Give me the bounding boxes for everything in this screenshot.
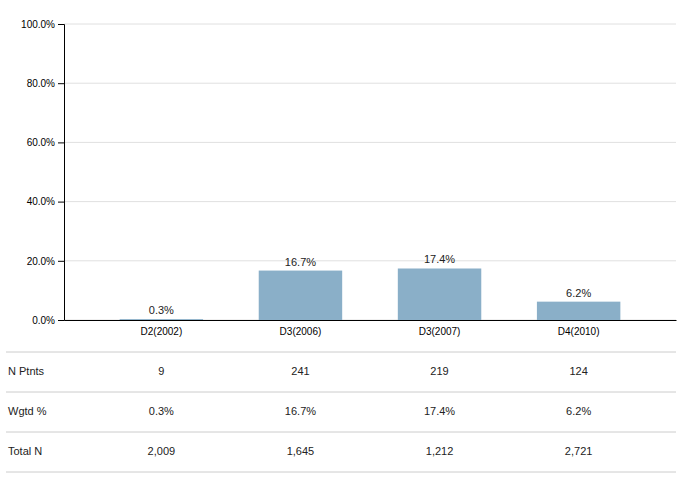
grid-line (64, 83, 676, 84)
bar (120, 319, 203, 320)
table-divider (6, 352, 676, 353)
x-tick: D3(2007) (419, 326, 461, 337)
table-cell: 124 (569, 365, 587, 377)
y-tick-label: 0.0% (32, 315, 55, 326)
table-cell: 1,212 (426, 445, 454, 457)
y-tick: 80.0% (27, 78, 64, 89)
grid-line (64, 201, 676, 202)
grid (64, 24, 676, 320)
y-tick-label: 60.0% (27, 137, 55, 148)
x-tick-label: D4(2010) (558, 326, 600, 337)
y-axis: 0.0% 20.0% 40.0% 60.0% 80.0% 100.0% (21, 19, 64, 326)
grid-line (64, 142, 676, 143)
y-tick-mark (58, 142, 64, 143)
table-row-label: N Ptnts (8, 365, 45, 377)
bar (398, 268, 481, 320)
y-tick: 20.0% (27, 256, 64, 267)
y-tick-label: 100.0% (21, 19, 55, 30)
table-divider (6, 392, 676, 393)
table-divider (6, 472, 676, 473)
table-cell: 219 (430, 365, 448, 377)
y-tick: 100.0% (21, 19, 64, 30)
data-label: 16.7% (285, 256, 316, 268)
y-tick: 40.0% (27, 196, 64, 207)
y-tick-label: 40.0% (27, 196, 55, 207)
y-tick-mark (58, 320, 64, 321)
y-tick: 60.0% (27, 137, 64, 148)
data-labels: 0.3% 16.7% 17.4% 6.2% (149, 253, 592, 316)
x-tick: D4(2010) (558, 326, 600, 337)
table-cell: 241 (291, 365, 309, 377)
table-cell: 9 (158, 365, 164, 377)
chart: 0.0% 20.0% 40.0% 60.0% 80.0% 100.0% D2(2002) D3… (0, 0, 700, 500)
table-cell: 2,721 (565, 445, 593, 457)
table-cell: 0.3% (149, 405, 174, 417)
data-label: 17.4% (424, 253, 455, 265)
data-label: 0.3% (149, 304, 174, 316)
y-tick-mark (58, 24, 64, 25)
plot: 0.0% 20.0% 40.0% 60.0% 80.0% 100.0% D2(2002) D3… (21, 19, 676, 337)
x-tick: D2(2002) (141, 326, 183, 337)
x-tick-label: D3(2007) (419, 326, 461, 337)
grid-line (64, 260, 676, 261)
grid-line (64, 24, 676, 25)
table-divider (6, 432, 676, 433)
y-tick-mark (58, 261, 64, 262)
table-cell: 16.7% (285, 405, 316, 417)
y-tick-mark (58, 83, 64, 84)
x-tick-label: D3(2006) (280, 326, 322, 337)
table-cell: 1,645 (287, 445, 315, 457)
table-cell: 17.4% (424, 405, 455, 417)
bar (259, 271, 342, 320)
y-tick-mark (58, 202, 64, 203)
bars (120, 268, 621, 320)
x-axis: D2(2002) D3(2006) D3(2007) D4(2010) (65, 321, 677, 338)
y-tick: 0.0% (32, 315, 64, 326)
table-row-label: Total N (8, 445, 42, 457)
data-label: 6.2% (566, 287, 591, 299)
bar (537, 302, 620, 320)
y-tick-label: 80.0% (27, 78, 55, 89)
table: N Ptnts 9 241 219 124 Wgtd % 0.3% 16.7% 17.4% 6.2… (6, 352, 676, 472)
x-tick: D3(2006) (280, 326, 322, 337)
x-axis-line (65, 320, 677, 321)
y-tick-label: 20.0% (27, 256, 55, 267)
table-cell: 6.2% (566, 405, 591, 417)
table-cell: 2,009 (148, 445, 176, 457)
y-axis-line (58, 25, 65, 321)
table-row-label: Wgtd % (8, 405, 47, 417)
x-tick-label: D2(2002) (141, 326, 183, 337)
